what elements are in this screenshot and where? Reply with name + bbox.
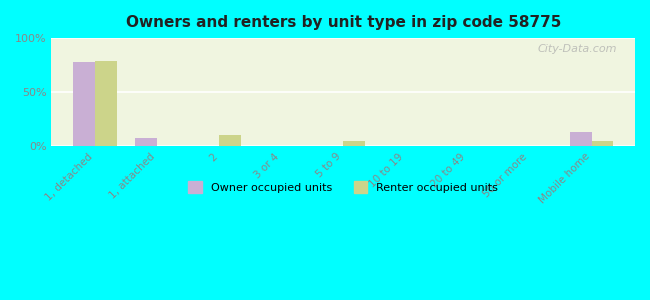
Legend: Owner occupied units, Renter occupied units: Owner occupied units, Renter occupied un…: [184, 177, 502, 197]
Bar: [73, 62, 95, 146]
Title: Owners and renters by unit type in zip code 58775: Owners and renters by unit type in zip c…: [125, 15, 561, 30]
Bar: [95, 61, 116, 146]
Bar: [343, 141, 365, 146]
Bar: [219, 134, 240, 146]
Bar: [135, 138, 157, 146]
Bar: [570, 132, 592, 146]
Bar: [592, 141, 613, 146]
Text: City-Data.com: City-Data.com: [538, 44, 617, 53]
